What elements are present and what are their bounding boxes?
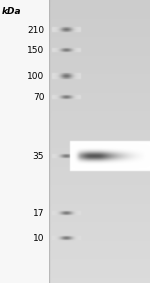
Text: 70: 70 [33, 93, 44, 102]
Text: 210: 210 [27, 26, 44, 35]
Text: kDa: kDa [2, 7, 21, 16]
Text: 150: 150 [27, 46, 44, 55]
Text: 17: 17 [33, 209, 44, 218]
Text: 100: 100 [27, 72, 44, 81]
Text: 10: 10 [33, 234, 44, 243]
Text: 35: 35 [33, 152, 44, 161]
